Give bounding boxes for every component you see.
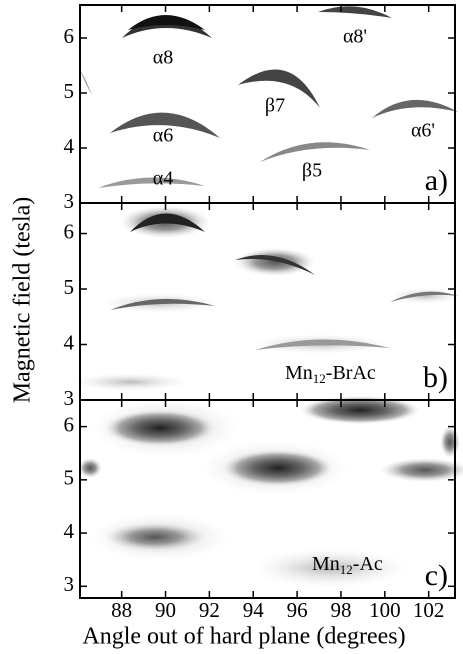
- sample-rest: -BrAc: [326, 362, 376, 384]
- y-axis-label: Magnetic field (tesla): [10, 197, 36, 404]
- y-tick-label: 5: [64, 79, 75, 103]
- panel-b-features: [70, 206, 460, 391]
- sample-sub: 12: [313, 371, 326, 386]
- y-tick-label: 4: [64, 519, 75, 543]
- y-tick-label: 6: [64, 412, 75, 436]
- sample-sub: 12: [340, 562, 353, 577]
- y-tick-label: 5: [64, 466, 75, 490]
- x-tick-label: 88: [111, 598, 132, 622]
- x-tick-label: 96: [287, 598, 308, 622]
- y-tick-label: 6: [64, 24, 75, 48]
- x-tick-label: 102: [413, 598, 445, 622]
- annotation: α4: [153, 168, 173, 190]
- annotation: α6: [153, 125, 173, 147]
- panel-c-features: [78, 396, 463, 588]
- annotation: α6': [411, 120, 435, 142]
- annotation: β5: [302, 160, 322, 182]
- y-tick-label: 5: [64, 275, 75, 299]
- sample-base: Mn: [285, 362, 313, 384]
- sample-base: Mn: [312, 553, 340, 575]
- y-tick-label: 6: [64, 219, 75, 243]
- annotation: β7: [265, 95, 285, 117]
- x-axis-label: Angle out of hard plane (degrees): [82, 624, 405, 650]
- y-tick-label: 4: [64, 134, 75, 158]
- annotation: α8: [153, 47, 173, 69]
- panel-label: c): [425, 559, 448, 592]
- y-tick-label: 3: [64, 189, 75, 213]
- x-tick-label: 90: [155, 598, 176, 622]
- panel-a-features: [80, 6, 458, 188]
- x-tick-label: 94: [243, 598, 265, 622]
- x-tick-label: 100: [369, 598, 401, 622]
- x-tick-label: 92: [199, 598, 220, 622]
- panel-label: a): [425, 164, 448, 197]
- x-tick-label: 98: [330, 598, 351, 622]
- y-tick-label: 3: [64, 572, 75, 596]
- y-tick-label: 4: [64, 330, 75, 354]
- annotation: α8': [343, 26, 367, 48]
- sample-label: Mn12-BrAc: [285, 362, 376, 386]
- sample-label: Mn12-Ac: [312, 553, 383, 577]
- sample-rest: -Ac: [353, 553, 383, 575]
- panel-label: b): [423, 361, 448, 394]
- panel-frame: [79, 399, 456, 599]
- y-tick-label: 3: [64, 386, 75, 410]
